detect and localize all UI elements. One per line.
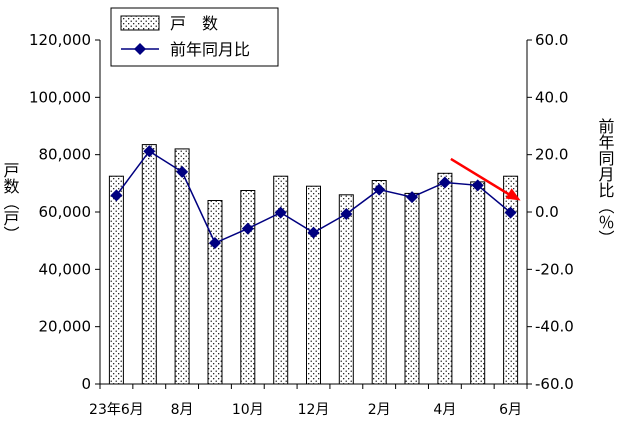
line-point (438, 176, 451, 189)
bar (240, 190, 256, 385)
y2-axis-label: 前年同月比（％） (596, 118, 615, 246)
y2-tick-label: 60.0 (535, 31, 568, 49)
x-tick-label: 10月 (232, 402, 264, 418)
ticks-layer: 0 20,000 40,000 60,000 80,000 100,000 120,000 -… (29, 31, 574, 418)
y2-tick-label: -60.0 (535, 375, 574, 393)
y-tick-label: 60,000 (39, 203, 92, 221)
legend-line-label: 前年同月比 (170, 40, 250, 59)
bar (437, 172, 453, 385)
line-point (504, 206, 517, 219)
x-tick-label: 12月 (298, 402, 330, 418)
x-tick-label: 4月 (433, 402, 456, 418)
line-point (208, 236, 221, 249)
y2-tick-label: -20.0 (535, 260, 574, 278)
line-point (406, 191, 419, 204)
y-tick-label: 80,000 (39, 146, 92, 164)
y2-tick-label: 20.0 (535, 146, 568, 164)
y2-tick-label: 40.0 (535, 88, 568, 106)
line-point (274, 206, 287, 219)
bar (207, 200, 223, 385)
legend-bar-swatch (120, 15, 160, 31)
x-tick-label: 23年6月 (89, 402, 144, 418)
bar (108, 175, 124, 385)
y2-tick-label: 0.0 (535, 203, 559, 221)
y-tick-label: 40,000 (39, 260, 92, 278)
line-point (340, 208, 353, 221)
annotation-arrow-shaft (450, 157, 514, 198)
bar (404, 192, 420, 385)
bar (141, 144, 157, 385)
annotation-arrow-head (505, 188, 521, 201)
x-tick-label: 6月 (499, 402, 522, 418)
y-tick-label: 100,000 (29, 88, 91, 106)
line-point (241, 222, 254, 235)
line-point (110, 189, 123, 202)
bar (338, 194, 354, 385)
annotation-layer (450, 157, 521, 201)
line-point (176, 165, 189, 178)
bar (306, 185, 321, 385)
x-tick-label: 2月 (368, 402, 391, 418)
bar (470, 181, 486, 385)
line-point (143, 145, 156, 158)
x-tick-label: 8月 (171, 402, 194, 418)
bar (371, 180, 387, 385)
legend-line-marker (134, 43, 146, 55)
legend-bar-label: 戸 数 (170, 14, 218, 33)
line-layer (110, 145, 517, 249)
y-tick-label: 0 (81, 375, 91, 393)
y-tick-label: 120,000 (29, 31, 91, 49)
y-axis-label: 戸数（戸） (1, 162, 20, 242)
line-point (373, 183, 386, 196)
line-point (307, 226, 320, 239)
legend: 戸 数 前年同月比 (110, 7, 279, 67)
y-tick-label: 20,000 (39, 318, 92, 336)
y2-tick-label: -40.0 (535, 318, 574, 336)
bars-layer (108, 144, 519, 385)
line-point (471, 179, 484, 192)
